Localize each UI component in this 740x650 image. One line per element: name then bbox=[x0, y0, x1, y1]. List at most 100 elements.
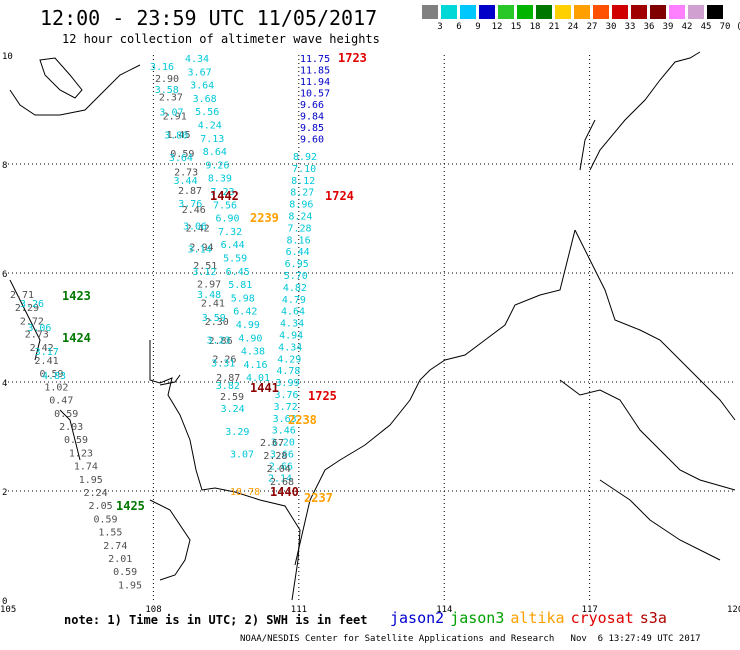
legend-label: 27 bbox=[586, 22, 598, 32]
satellite-cryosat: cryosat bbox=[570, 609, 634, 627]
legend-swatch bbox=[612, 5, 628, 19]
legend-label: 6 bbox=[456, 22, 462, 32]
credit-line: NOAA/NESDIS Center for Satellite Applica… bbox=[240, 634, 701, 644]
pass-label: 1441 bbox=[250, 381, 279, 395]
wave-height-value: 5.70 bbox=[284, 271, 308, 282]
wave-height-value: 3.23 bbox=[206, 336, 230, 347]
wave-height-value: 2.73 bbox=[25, 330, 49, 341]
x-tick-label: 105 bbox=[0, 605, 16, 615]
pass-label: 1424 bbox=[62, 331, 91, 345]
legend-label: 36 bbox=[643, 22, 655, 32]
wave-height-value: 8.24 bbox=[288, 212, 312, 223]
legend-label: 45 bbox=[700, 22, 712, 32]
wave-height-value: 3.58 bbox=[155, 85, 179, 96]
wave-height-value: 7.10 bbox=[292, 164, 316, 175]
legend-swatch bbox=[707, 5, 723, 19]
wave-height-value: 9.26 bbox=[205, 160, 229, 171]
wave-height-value: 2.59 bbox=[220, 392, 244, 403]
wave-height-value: 2.91 bbox=[163, 111, 187, 122]
wave-height-value: 6.45 bbox=[226, 267, 250, 278]
legend-label: 9 bbox=[475, 22, 481, 32]
wave-height-value: 2.66 bbox=[269, 461, 293, 472]
wave-height-value: 2.04 bbox=[267, 464, 291, 475]
wave-height-value: 4.79 bbox=[282, 295, 306, 306]
wave-height-value: 2.97 bbox=[197, 280, 221, 291]
wave-height-value: 2.46 bbox=[182, 205, 206, 216]
coast-hainan bbox=[39, 57, 83, 99]
wave-height-value: 8.92 bbox=[293, 152, 317, 163]
wave-height-value: 11.94 bbox=[300, 77, 330, 88]
coast-vietnam bbox=[149, 340, 301, 601]
legend-swatch bbox=[555, 5, 571, 19]
wave-height-value: 6.42 bbox=[233, 307, 257, 318]
wave-height-value: 3.82 bbox=[216, 381, 240, 392]
wave-height-value: 3.29 bbox=[225, 427, 249, 438]
coast-celebes bbox=[599, 479, 721, 561]
wave-height-value: 4.01 bbox=[246, 373, 270, 384]
coast-china bbox=[9, 64, 141, 116]
legend-label: 30 bbox=[605, 22, 617, 32]
wave-height-value: 6.95 bbox=[285, 259, 309, 270]
wave-height-value: 0.59 bbox=[93, 514, 117, 525]
pass-label: 1423 bbox=[62, 289, 91, 303]
wave-height-value: 6.90 bbox=[216, 214, 240, 225]
wave-height-value: 3.46 bbox=[272, 426, 296, 437]
legend-label: 24 bbox=[567, 22, 579, 32]
wave-height-value: 8.96 bbox=[289, 200, 313, 211]
pass-labels: 1723 1724 1442 2239 1423 1424 1441 1725 2238 1440… bbox=[62, 51, 367, 513]
wave-height-value: 6.44 bbox=[286, 247, 310, 258]
y-tick-label: 2 bbox=[2, 488, 7, 498]
wave-height-value: 7.56 bbox=[213, 200, 237, 211]
wave-height-value: 2.28 bbox=[263, 451, 287, 462]
wave-height-value: 2.90 bbox=[155, 74, 179, 85]
wave-height-value: 2.86 bbox=[209, 336, 233, 347]
coast-borneo bbox=[294, 229, 576, 566]
wave-height-value: 8.64 bbox=[203, 147, 227, 158]
wave-height-value: 5.59 bbox=[223, 254, 247, 265]
wave-height-value: 3.07 bbox=[230, 450, 254, 461]
wave-height-value: 2.71 bbox=[10, 290, 34, 301]
wave-height-value: 3.06 bbox=[183, 222, 207, 233]
legend-label: 42 bbox=[681, 22, 693, 32]
wave-height-value: 2.73 bbox=[174, 168, 198, 179]
pass-label: 1440 bbox=[270, 485, 299, 499]
wave-height-value: 4.94 bbox=[279, 331, 303, 342]
wave-height-value: 3.07 bbox=[159, 108, 183, 119]
coast-malay-peninsula bbox=[149, 499, 191, 581]
legend-label: 3 bbox=[437, 22, 443, 32]
satellite-jason3: jason3 bbox=[450, 609, 505, 627]
wave-height-value: 4.38 bbox=[241, 347, 265, 358]
wave-height-value: 3.59 bbox=[202, 313, 226, 324]
pass-label: 1442 bbox=[210, 189, 239, 203]
wave-height-value: 8.39 bbox=[208, 174, 232, 185]
wave-height-value: 2.87 bbox=[216, 373, 240, 384]
legend-label: 18 bbox=[529, 22, 541, 32]
wave-height-value: 8.12 bbox=[291, 176, 315, 187]
satellite-jason2: jason2 bbox=[390, 609, 445, 627]
map-title: 12:00 - 23:59 UTC 11/05/2017 bbox=[40, 6, 378, 30]
wave-height-value: 2.41 bbox=[35, 356, 59, 367]
wave-height-value: 3.12 bbox=[192, 267, 216, 278]
wave-height-value: 2.01 bbox=[108, 554, 132, 565]
legend-label: 21 bbox=[548, 22, 560, 32]
wave-height-value: 4.78 bbox=[276, 366, 300, 377]
legend-label: 12 bbox=[491, 22, 503, 32]
legend-swatch bbox=[669, 5, 685, 19]
legend-unit: (ft) bbox=[732, 22, 740, 32]
wave-height-value: 4.16 bbox=[243, 360, 267, 371]
wave-height-value: 0.59 bbox=[64, 435, 88, 446]
wave-height-value: 9.66 bbox=[300, 100, 324, 111]
wave-height-value: 10.57 bbox=[300, 89, 330, 100]
satellite-s3a: s3a bbox=[639, 609, 667, 627]
legend-label: 70 bbox=[719, 22, 731, 32]
wave-height-value: 4.83 bbox=[42, 371, 66, 382]
wave-height-value: 0.47 bbox=[49, 396, 73, 407]
coast-luzon-2 bbox=[579, 119, 596, 171]
legend-swatch bbox=[650, 5, 666, 19]
pass-label: 1723 bbox=[338, 51, 367, 65]
wave-height-value: 2.68 bbox=[270, 477, 294, 488]
wave-height-value: 2.30 bbox=[205, 317, 229, 328]
wave-height-value: 9.60 bbox=[300, 135, 324, 146]
